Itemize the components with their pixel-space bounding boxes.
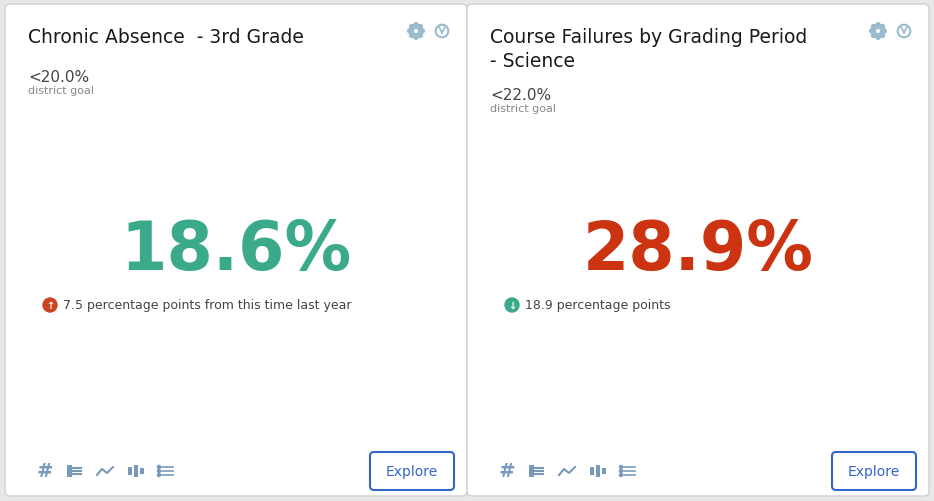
- FancyBboxPatch shape: [140, 468, 144, 474]
- Circle shape: [876, 24, 880, 28]
- Text: 28.9%: 28.9%: [583, 217, 814, 284]
- Circle shape: [883, 30, 886, 34]
- Text: Explore: Explore: [386, 464, 438, 478]
- Text: #: #: [499, 461, 516, 480]
- Text: Explore: Explore: [848, 464, 900, 478]
- Circle shape: [410, 26, 414, 30]
- Text: <20.0%: <20.0%: [28, 70, 89, 85]
- Circle shape: [870, 30, 873, 34]
- Circle shape: [418, 35, 422, 39]
- Circle shape: [871, 35, 875, 39]
- Circle shape: [619, 469, 622, 472]
- FancyBboxPatch shape: [602, 468, 606, 474]
- Circle shape: [418, 26, 422, 30]
- Circle shape: [414, 24, 418, 28]
- Circle shape: [410, 35, 414, 39]
- Circle shape: [871, 26, 875, 30]
- Circle shape: [876, 36, 880, 40]
- FancyBboxPatch shape: [832, 452, 916, 490]
- Text: 7.5 percentage points from this time last year: 7.5 percentage points from this time las…: [63, 299, 351, 312]
- Circle shape: [619, 473, 622, 476]
- Circle shape: [420, 30, 424, 34]
- FancyBboxPatch shape: [467, 5, 929, 496]
- Circle shape: [158, 473, 161, 476]
- Text: 18.9 percentage points: 18.9 percentage points: [525, 299, 671, 312]
- Text: district goal: district goal: [490, 104, 556, 114]
- Text: ↓: ↓: [508, 301, 517, 311]
- Circle shape: [158, 469, 161, 472]
- FancyBboxPatch shape: [5, 5, 467, 496]
- Circle shape: [505, 299, 519, 313]
- FancyBboxPatch shape: [134, 465, 138, 477]
- FancyBboxPatch shape: [529, 465, 534, 471]
- Circle shape: [881, 35, 884, 39]
- Text: Chronic Absence  - 3rd Grade: Chronic Absence - 3rd Grade: [28, 28, 304, 47]
- Text: <22.0%: <22.0%: [490, 88, 551, 103]
- Circle shape: [619, 465, 622, 468]
- FancyBboxPatch shape: [67, 468, 72, 474]
- FancyBboxPatch shape: [67, 465, 72, 471]
- Circle shape: [43, 299, 57, 313]
- Circle shape: [414, 36, 418, 40]
- Text: 18.6%: 18.6%: [120, 217, 351, 284]
- Circle shape: [158, 465, 161, 468]
- Text: Course Failures by Grading Period
- Science: Course Failures by Grading Period - Scie…: [490, 28, 807, 71]
- FancyBboxPatch shape: [529, 468, 534, 474]
- FancyBboxPatch shape: [128, 467, 132, 475]
- Text: ↑: ↑: [46, 301, 54, 311]
- Text: district goal: district goal: [28, 86, 94, 96]
- FancyBboxPatch shape: [529, 471, 534, 477]
- FancyBboxPatch shape: [370, 452, 454, 490]
- FancyBboxPatch shape: [596, 465, 600, 477]
- FancyBboxPatch shape: [590, 467, 594, 475]
- Text: #: #: [36, 461, 53, 480]
- FancyBboxPatch shape: [67, 471, 72, 477]
- Circle shape: [408, 30, 412, 34]
- Circle shape: [881, 26, 884, 30]
